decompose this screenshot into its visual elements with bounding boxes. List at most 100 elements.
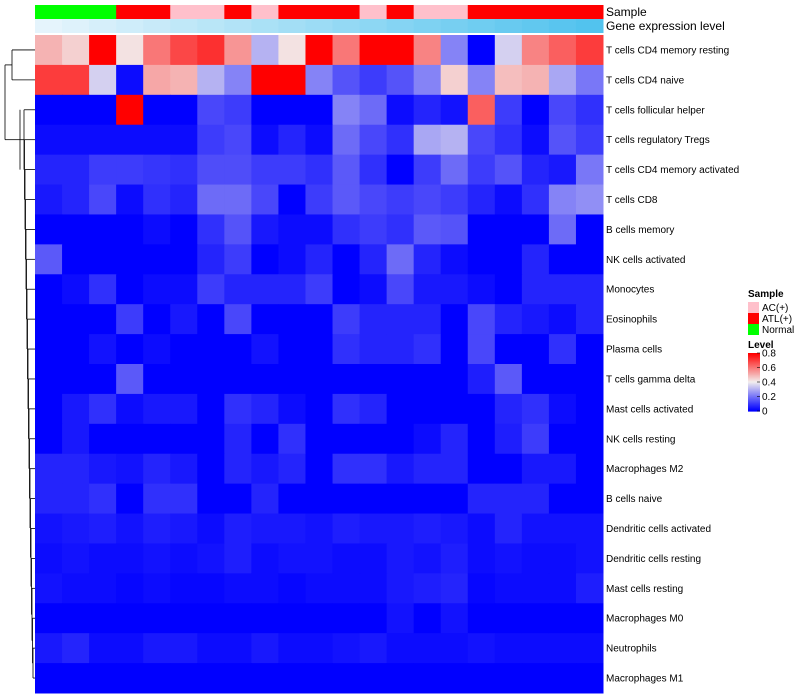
gene-expression-track-cell [170,19,198,33]
level-colorbar-segment [748,407,760,409]
heatmap-cell [143,453,171,485]
heatmap-cell [440,124,469,156]
heatmap-cell [467,603,496,634]
heatmap-cell [575,304,604,335]
heatmap-cell [386,423,415,455]
heatmap-cell [116,35,144,66]
heatmap-cell [62,364,90,395]
level-tick-label: 0 [762,407,768,418]
heatmap-cell [305,663,334,694]
heatmap-cell [494,94,523,126]
heatmap-cell [35,633,63,664]
heatmap-cell [224,393,252,425]
heatmap-cell [197,393,225,425]
heatmap-cell [251,214,279,245]
heatmap-cell [332,513,361,544]
heatmap-cell [386,64,415,96]
level-colorbar-segment [748,400,760,402]
heatmap-cell [197,184,225,215]
heatmap-cell [467,663,496,694]
gene-expression-track-cell [413,19,442,33]
heatmap-cell [332,184,361,215]
heatmap-cell [251,423,279,455]
row-label: NK cells activated [606,255,685,266]
heatmap-cell [521,513,550,544]
heatmap-cell [197,663,225,694]
heatmap-cell [197,453,225,485]
gene-expression-track-cell [548,19,577,33]
heatmap-cell [467,244,496,275]
heatmap-cell [116,184,144,215]
heatmap-cell [89,483,117,515]
heatmap-cell [440,453,469,485]
heatmap-cell [224,184,252,215]
heatmap-cell [548,573,577,604]
heatmap-cell [62,663,90,694]
heatmap-cell [116,244,144,275]
sample-legend-title: Sample [748,289,784,300]
heatmap-cell [197,244,225,275]
gene-expression-track-cell [197,19,225,33]
heatmap-cell [521,334,550,365]
heatmap-cell [143,124,171,156]
heatmap-cell [386,304,415,335]
heatmap-cell [278,543,306,574]
heatmap-cell [143,274,171,305]
heatmap-cell [332,214,361,245]
level-colorbar-segment [748,401,760,403]
heatmap-cell [251,453,279,485]
heatmap-cell [89,64,117,96]
sample-track-cell [278,5,306,19]
level-colorbar-segment [748,371,760,373]
heatmap-cell [440,423,469,455]
heatmap-cell [521,274,550,305]
heatmap-cell [359,453,388,485]
level-colorbar-segment [748,359,760,362]
heatmap-cell [251,603,279,634]
heatmap-cell [359,543,388,574]
heatmap-cell [35,663,63,694]
heatmap-cell [224,124,252,156]
level-colorbar-segment [748,357,760,360]
heatmap-cell [224,214,252,245]
heatmap-cell [575,393,604,425]
heatmap-cell [224,423,252,455]
sample-track-cell [575,5,604,19]
level-colorbar-segment [748,355,760,358]
heatmap-cell [62,573,90,604]
heatmap-cell [440,244,469,275]
heatmap-cell [467,513,496,544]
heatmap-cell [143,304,171,335]
level-colorbar-segment [748,372,760,374]
heatmap-cell [197,94,225,126]
sample-legend-label: ATL(+) [762,314,792,325]
level-colorbar-segment [748,378,760,380]
row-labels: T cells CD4 memory resting T cells CD4 na… [606,45,739,684]
heatmap-cell [197,124,225,156]
row-label: Mast cells resting [606,584,683,595]
gene-expression-track-cell [35,19,63,33]
heatmap-cell [89,124,117,156]
heatmap-cell [305,334,334,365]
heatmap-cell [386,184,415,215]
row-label: Dendritic cells activated [606,524,711,535]
level-colorbar-segment [748,395,760,398]
heatmap-cell [62,453,90,485]
heatmap-cell [89,184,117,215]
heatmap-cell [62,244,90,275]
level-colorbar-segment [748,354,760,357]
row-dendrogram [4,49,35,679]
heatmap-cell [494,633,523,664]
heatmap-cell [143,214,171,245]
level-colorbar-segment [748,398,760,400]
gene-expression-track-cell [467,19,496,33]
heatmap-cell [170,154,198,186]
level-colorbar-segment [748,394,760,397]
heatmap-cell [89,603,117,634]
level-colorbar-segment [748,361,760,364]
heatmap-cell [332,154,361,186]
heatmap-cell [116,364,144,395]
heatmap-cell [305,393,334,425]
heatmap-cell [359,633,388,664]
